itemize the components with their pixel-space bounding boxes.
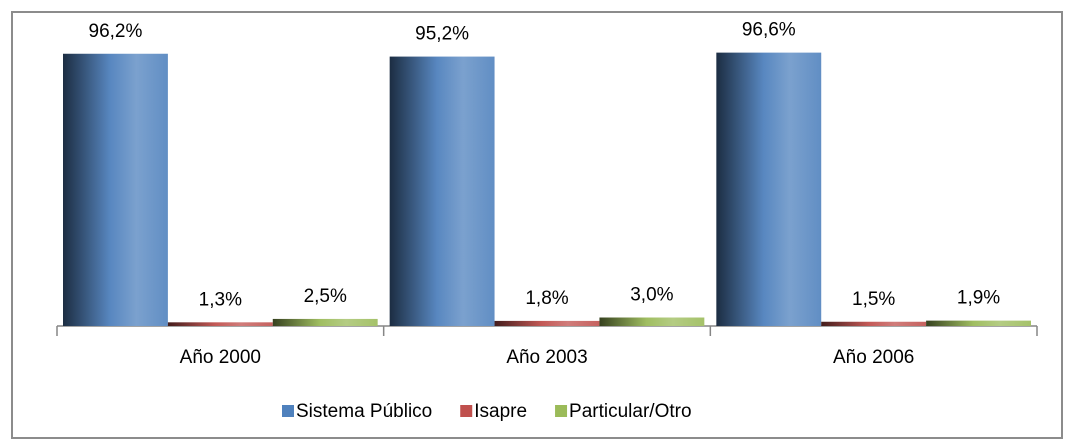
bar — [389, 56, 495, 327]
x-tick-label: Año 2003 — [506, 347, 587, 368]
legend: Sistema Público Isapre Particular/Otro — [282, 401, 692, 422]
value-label: 1,5% — [852, 289, 895, 310]
bar — [821, 321, 927, 326]
bar — [599, 317, 705, 326]
legend-label: Sistema Público — [296, 401, 432, 422]
legend-swatch — [282, 405, 294, 417]
value-label: 95,2% — [415, 24, 469, 45]
value-label: 1,3% — [199, 289, 242, 310]
bar — [494, 320, 600, 326]
bar — [926, 320, 1031, 326]
value-label: 96,6% — [742, 20, 796, 41]
value-label: 2,5% — [304, 286, 347, 307]
bar — [272, 318, 378, 326]
legend-label: Particular/Otro — [569, 401, 691, 422]
bar — [716, 52, 822, 326]
x-tick-label: Año 2006 — [833, 347, 914, 368]
bar — [63, 53, 168, 327]
value-label: 1,8% — [525, 288, 568, 309]
legend-swatch — [555, 405, 568, 417]
value-label: 96,2% — [89, 21, 143, 42]
legend-swatch — [460, 405, 473, 417]
bar — [167, 322, 273, 326]
value-label: 1,9% — [957, 288, 1000, 309]
x-tick-label: Año 2000 — [180, 347, 261, 368]
legend-label: Isapre — [474, 401, 527, 422]
value-label: 3,0% — [630, 285, 673, 306]
chart-frame — [11, 11, 1063, 439]
